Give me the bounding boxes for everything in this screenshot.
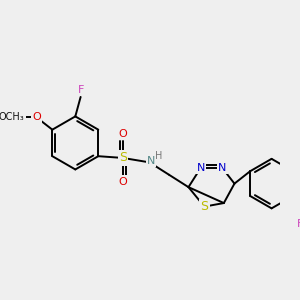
Text: N: N <box>147 157 155 166</box>
Text: OCH₃: OCH₃ <box>0 112 25 122</box>
Text: F: F <box>297 219 300 229</box>
Text: F: F <box>77 85 84 95</box>
Text: S: S <box>200 200 208 213</box>
Text: H: H <box>155 151 162 161</box>
Text: O: O <box>119 129 128 139</box>
Text: N: N <box>197 163 205 173</box>
Text: N: N <box>218 163 226 173</box>
Text: O: O <box>119 177 128 187</box>
Text: O: O <box>32 112 41 122</box>
Text: S: S <box>119 152 127 164</box>
